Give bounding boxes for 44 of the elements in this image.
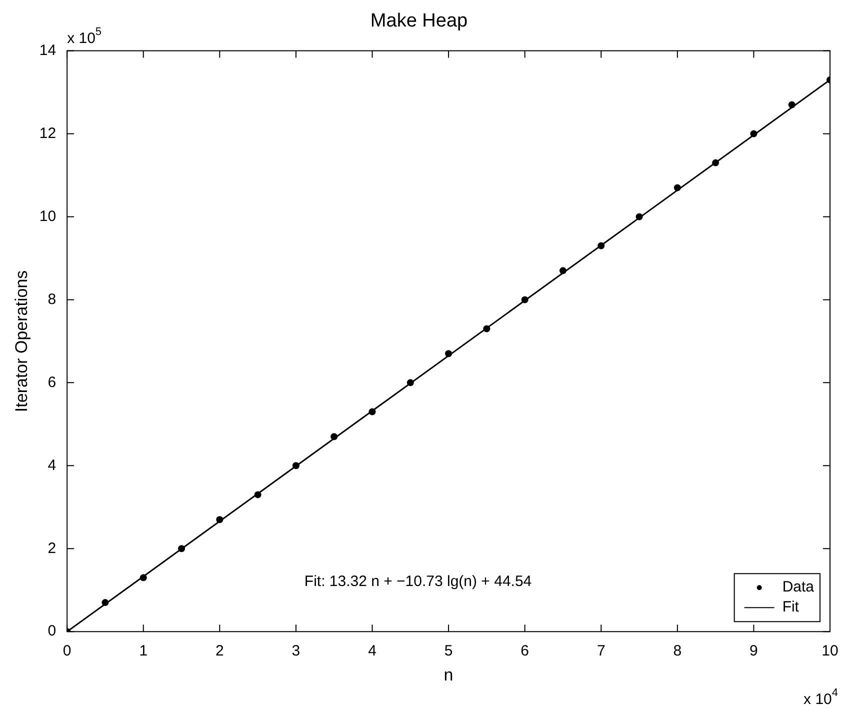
point (216, 516, 224, 524)
x-tick-label: 2 (215, 642, 224, 660)
x-tick-label: 4 (368, 642, 376, 660)
y-axis-title: Iterator Operations (12, 270, 31, 412)
point (368, 408, 376, 416)
point (254, 491, 262, 498)
x-tick-label: 1 (139, 642, 148, 660)
point (140, 574, 147, 582)
x-tick-label: 9 (750, 642, 758, 660)
point (483, 325, 490, 332)
x-tick-label: 8 (673, 642, 682, 660)
point (674, 184, 681, 192)
y-tick-label: 4 (48, 456, 56, 474)
y-tick-label: 6 (48, 374, 56, 391)
point (292, 462, 300, 470)
point (178, 545, 186, 552)
point (102, 599, 109, 606)
point (521, 296, 528, 304)
legend-label: Fit (782, 598, 800, 616)
y-tick-label: 10 (39, 208, 56, 225)
x-tick-label: 7 (596, 642, 606, 660)
point (750, 130, 758, 138)
x-tick-label: 0 (62, 642, 72, 660)
point (559, 267, 566, 274)
chart-title: Make Heap (370, 10, 468, 32)
y-tick-label: 8 (48, 290, 56, 308)
point (712, 159, 720, 166)
y-tick-label: 0 (48, 622, 56, 640)
annotation: Fit: 13.32 n + −10.73 lg(n) + 44.54 (304, 572, 532, 590)
x-tick-label: 3 (292, 642, 300, 660)
point (445, 350, 452, 358)
point (406, 379, 414, 386)
point (598, 242, 605, 250)
point (788, 101, 796, 108)
x-tick-label: 5 (444, 642, 453, 660)
legend-label: Data (782, 578, 815, 596)
y-tick-label: 2 (48, 540, 56, 557)
x-axis-title: n (444, 665, 454, 684)
y-tick-label: 14 (39, 42, 56, 59)
point (330, 433, 338, 440)
point (636, 213, 643, 220)
x-tick-label: 6 (520, 642, 530, 660)
y-tick-label: 12 (39, 124, 56, 142)
x-tick-label: 10 (822, 642, 838, 660)
